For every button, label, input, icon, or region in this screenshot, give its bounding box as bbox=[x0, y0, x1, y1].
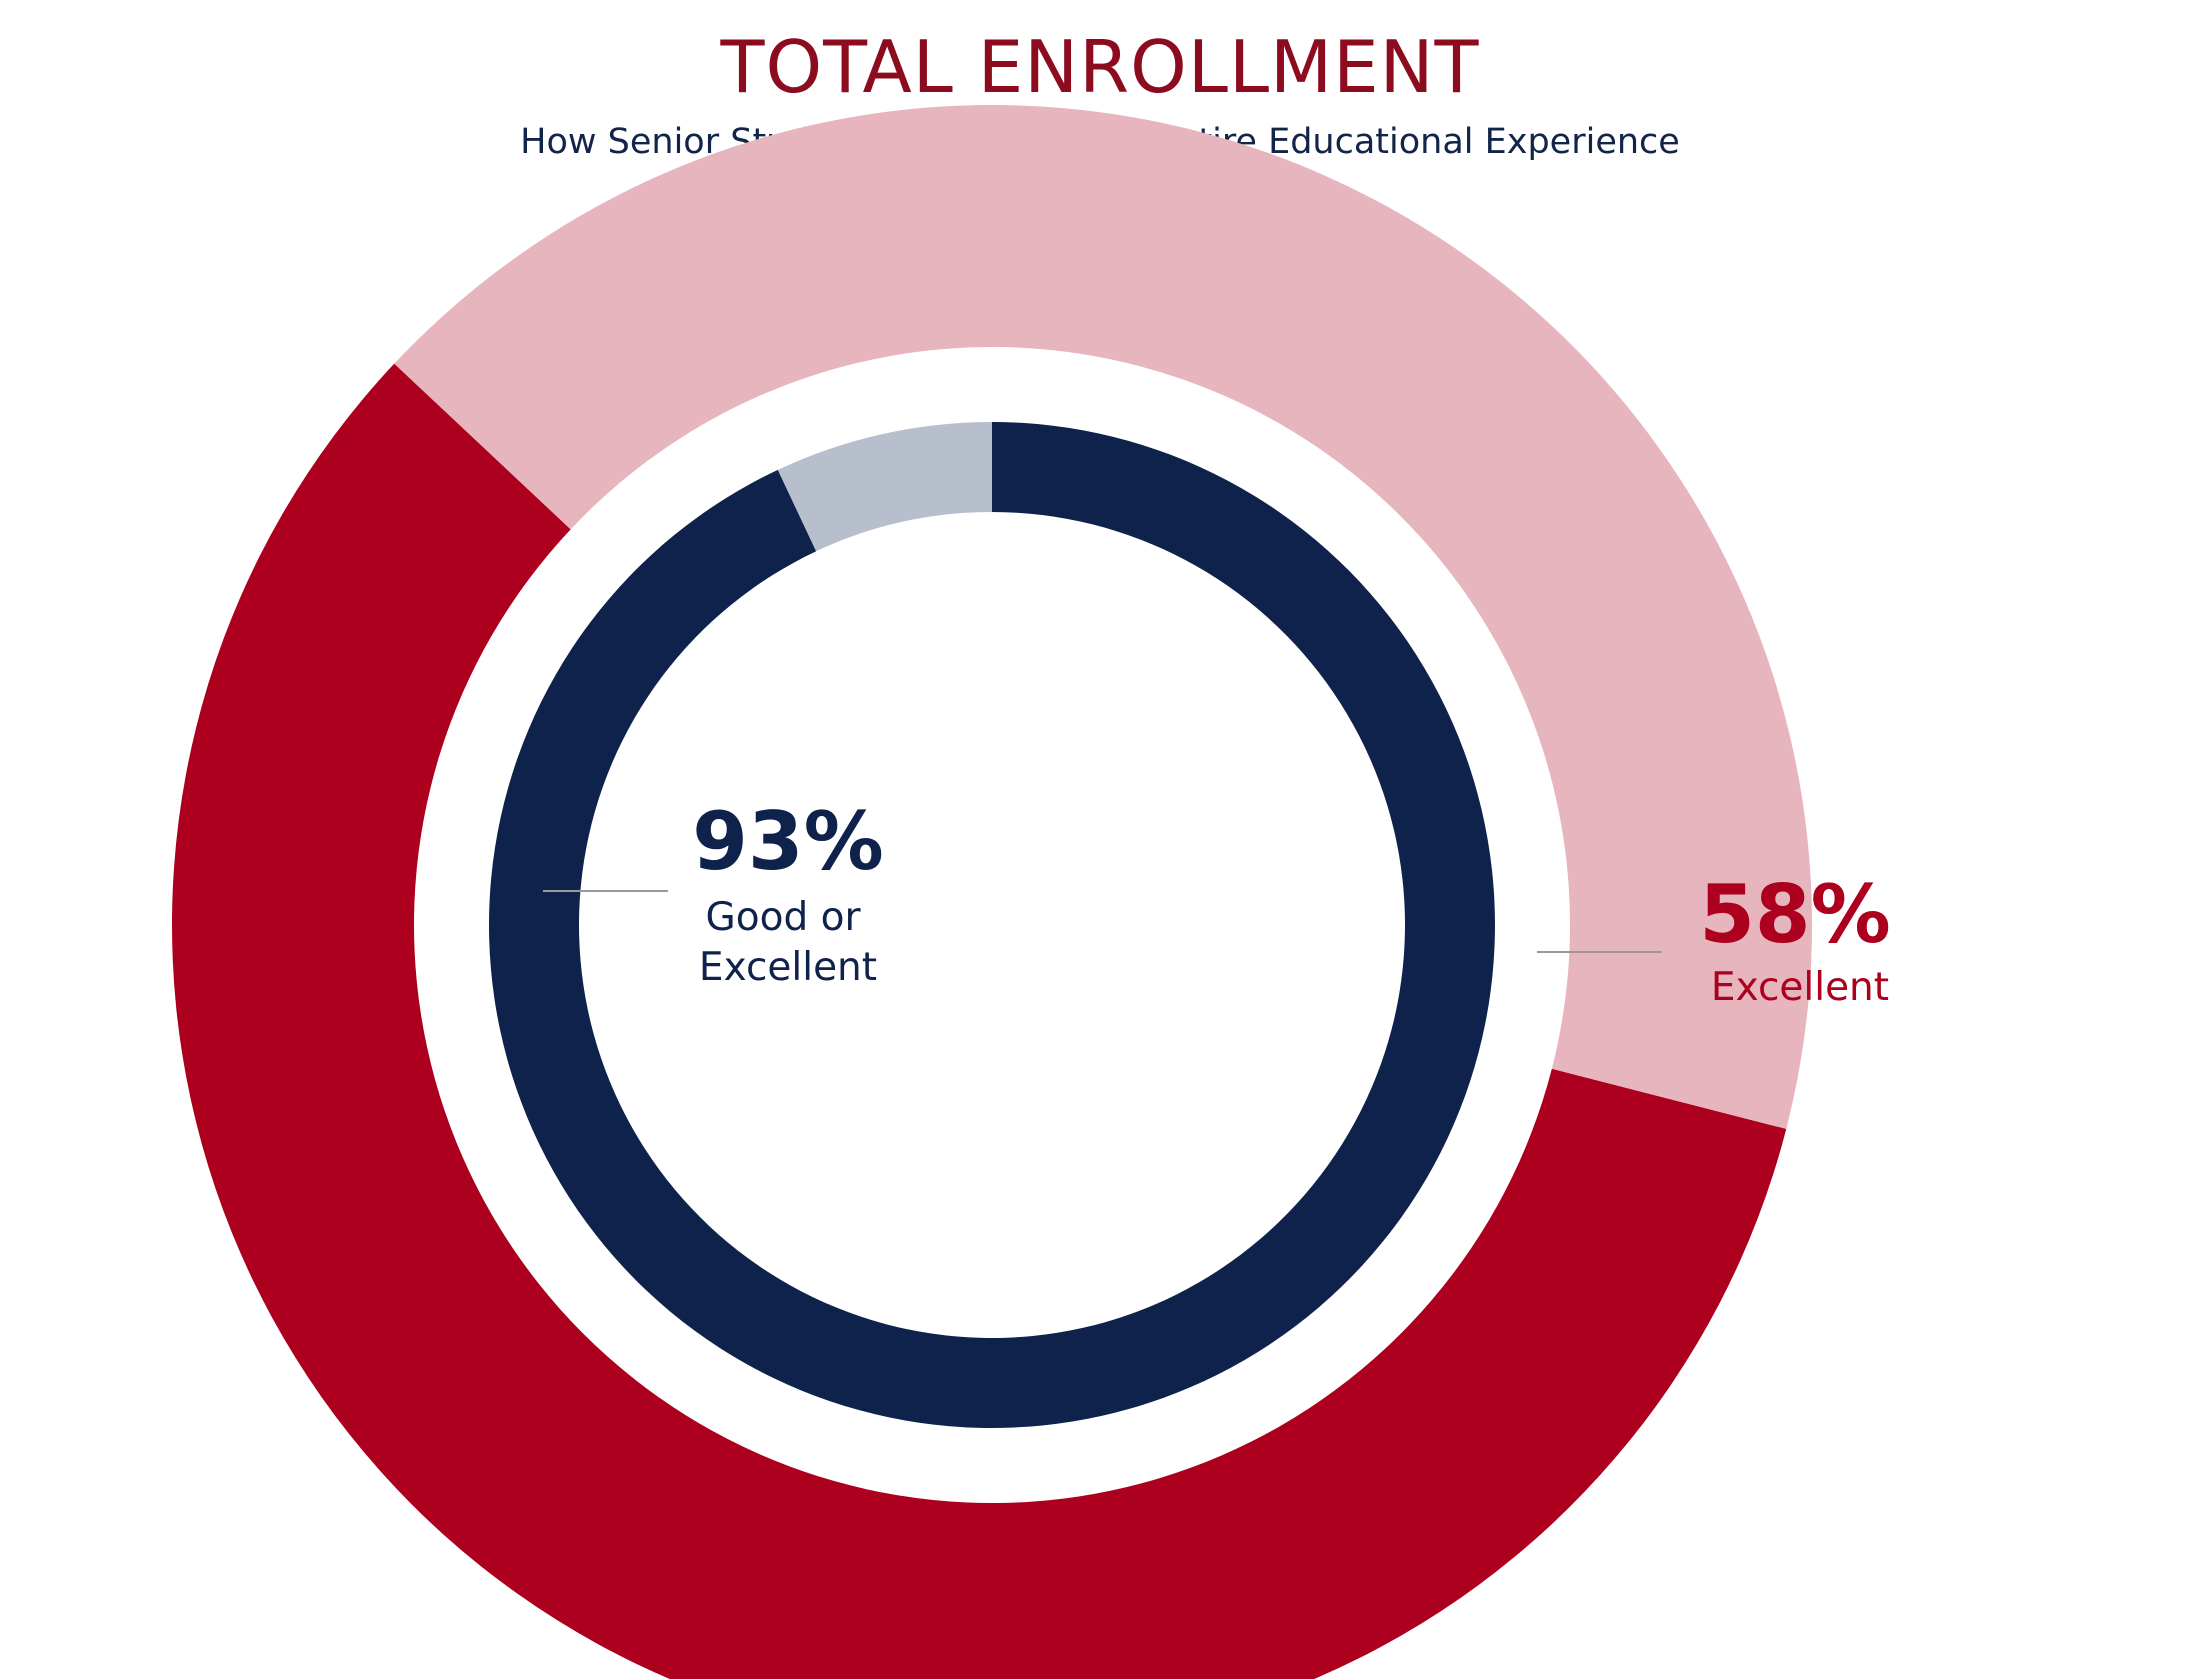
data-label-good-or-excellent-line-1: Good or bbox=[706, 895, 862, 940]
data-label-excellent-value: 58% bbox=[1699, 868, 1890, 961]
chart-title: TOTAL ENROLLMENT bbox=[719, 25, 1479, 109]
inner-ring-slice-good-or-excellent bbox=[488, 422, 1495, 1428]
inner-ring bbox=[488, 422, 1495, 1428]
data-label-good-or-excellent-value: 93% bbox=[692, 795, 883, 888]
data-label-excellent-name: Excellent bbox=[1711, 965, 1889, 1010]
outer-ring bbox=[172, 105, 1812, 1679]
data-label-good-or-excellent-line-2: Excellent bbox=[699, 945, 877, 990]
inner-ring-slice-remainder bbox=[777, 422, 992, 552]
outer-ring-slice-remainder bbox=[394, 105, 1812, 1129]
outer-ring-slice-excellent bbox=[172, 363, 1787, 1679]
